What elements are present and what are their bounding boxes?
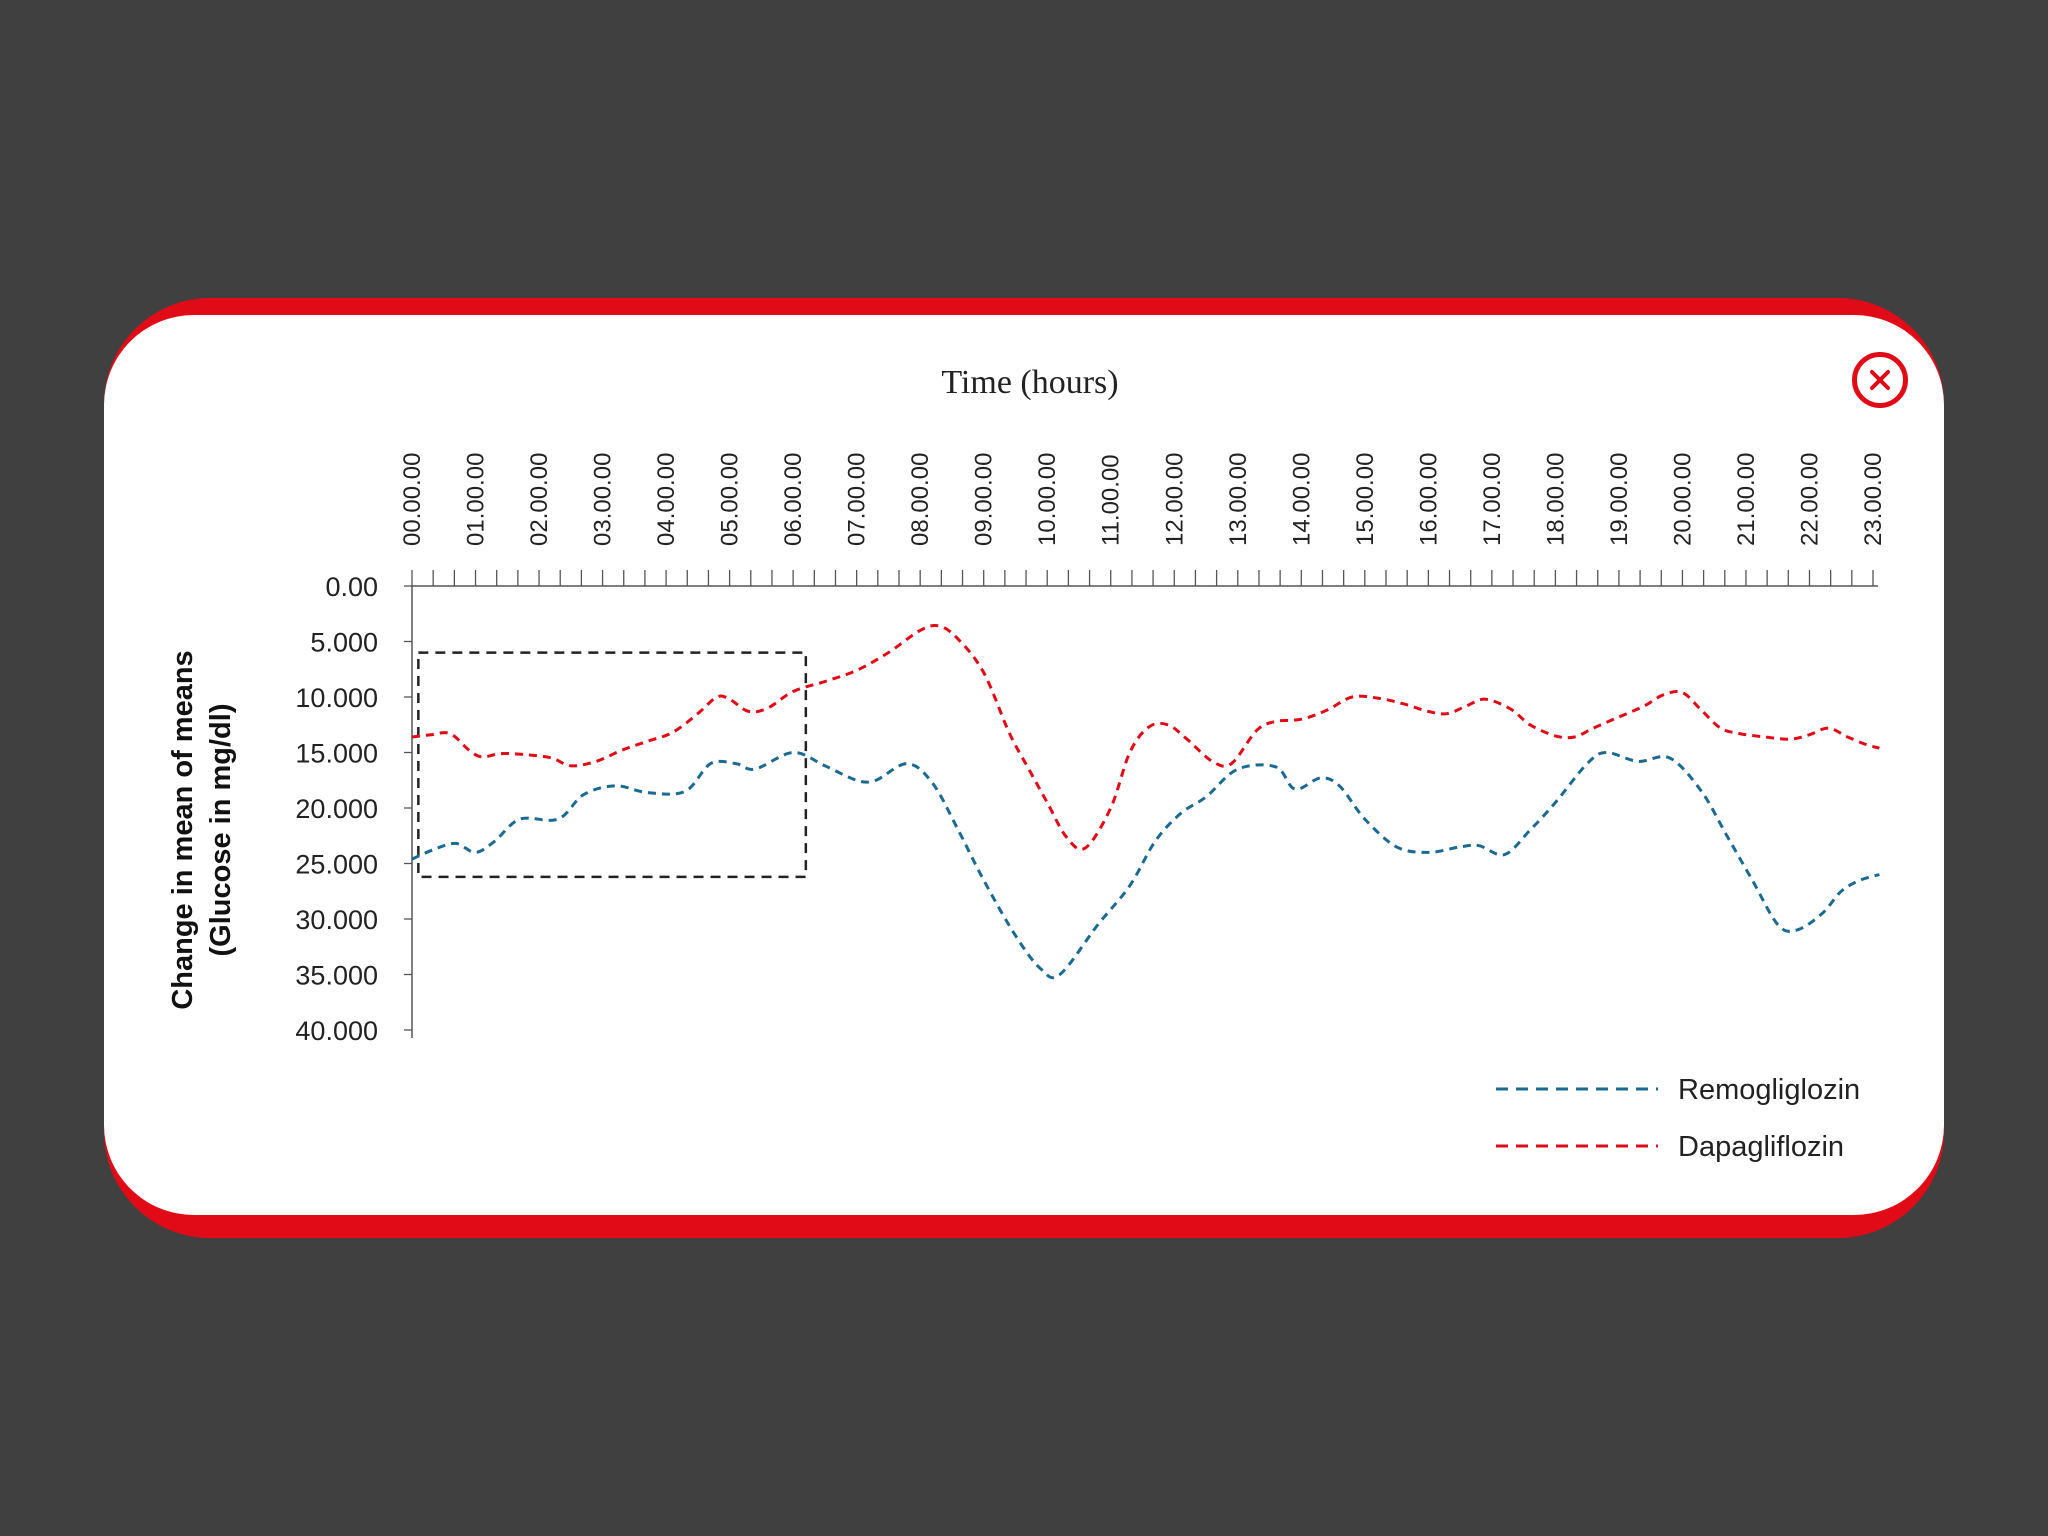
x-tick-label: 05.00.00: [717, 453, 744, 546]
x-tick-label: 02.00.00: [526, 453, 553, 546]
x-tick-label: 20.00.00: [1669, 453, 1696, 546]
y-tick-label: 40.000: [295, 1016, 378, 1046]
x-tick-label: 15.00.00: [1352, 453, 1379, 546]
x-tick-label: 01.00.00: [463, 453, 490, 546]
modal-card: [104, 315, 1944, 1215]
x-tick-label: 17.00.00: [1479, 453, 1506, 546]
y-tick-label: 35.000: [295, 961, 378, 991]
x-tick-label: 23.00.00: [1860, 453, 1887, 546]
x-tick-label: 22.00.00: [1796, 453, 1823, 546]
x-tick-label: 07.00.00: [844, 453, 871, 546]
x-tick-label: 12.00.00: [1161, 453, 1188, 546]
x-tick-label: 16.00.00: [1415, 453, 1442, 546]
x-tick-label: 14.00.00: [1288, 453, 1315, 546]
y-tick-label: 0.00: [325, 572, 378, 602]
close-icon: [1870, 370, 1890, 390]
x-tick-label: 18.00.00: [1542, 453, 1569, 546]
y-axis-title: Change in mean of means (Glucose in mg/d…: [167, 650, 237, 1009]
y-tick-label: 30.000: [295, 905, 378, 935]
y-tick-label: 5.000: [310, 628, 378, 658]
x-axis-title: Time (hours): [941, 364, 1118, 401]
x-axis-ticks: 00.00.00 01.00.00 02.00.00 03.00.00 04.00.00…: [399, 453, 1887, 586]
y-tick-label: 15.000: [295, 739, 378, 769]
x-tick-label: 08.00.00: [907, 453, 934, 546]
axes: [411, 585, 1878, 1038]
legend: Remogliglozin Dapagliflozin: [1496, 1074, 1860, 1163]
y-tick-label: 20.000: [295, 794, 378, 824]
y-tick-label: 10.000: [295, 683, 378, 713]
x-tick-label: 03.00.00: [590, 453, 617, 546]
x-tick-label: 09.00.00: [971, 453, 998, 546]
series-line-remogliglozin: [411, 751, 1880, 980]
x-tick-label: 00.00.00: [399, 453, 426, 546]
x-tick-label: 06.00.00: [780, 453, 807, 546]
x-tick-label: 19.00.00: [1606, 453, 1633, 546]
y-axis-title-line-2: (Glucose in mg/dl): [205, 704, 237, 957]
series-lines: [411, 623, 1880, 980]
legend-label: Remogliglozin: [1678, 1074, 1860, 1106]
y-tick-label: 25.000: [295, 850, 378, 880]
x-tick-label: 11.00.00: [1098, 454, 1125, 546]
legend-label: Dapagliflozin: [1678, 1131, 1844, 1163]
x-tick-label: 04.00.00: [653, 453, 680, 546]
x-tick-label: 10.00.00: [1034, 453, 1061, 546]
y-axis-ticks: 0.00 5.000 10.000 15.000 20.000 25.000 30.000 3…: [295, 572, 412, 1046]
series-line-dapagliflozin: [411, 623, 1880, 851]
highlight-box: [417, 651, 808, 879]
y-axis-title-line-1: Change in mean of means: [167, 650, 199, 1009]
close-button[interactable]: [1852, 352, 1908, 408]
x-tick-label: 13.00.00: [1225, 453, 1252, 546]
x-tick-label: 21.00.00: [1733, 453, 1760, 546]
